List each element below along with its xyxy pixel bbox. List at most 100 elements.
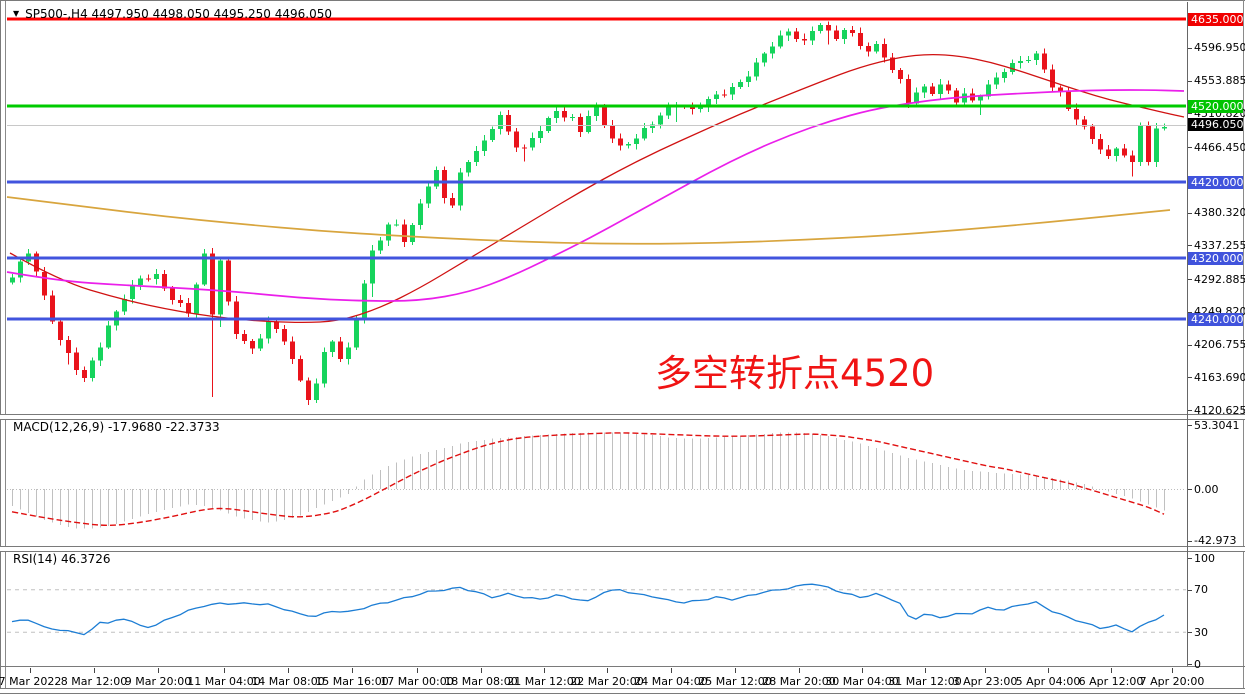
candles-layer <box>10 21 1167 406</box>
time-tick-mark <box>30 668 31 673</box>
time-tick-mark <box>1172 668 1173 673</box>
macd-tick-mark <box>1188 541 1192 542</box>
window-border-left-outer <box>0 0 1 694</box>
time-tick-mark <box>925 668 926 673</box>
panel-separator-rsi[interactable] <box>0 546 1245 552</box>
time-axis-border <box>0 666 1245 667</box>
price-tick-mark <box>1188 213 1192 214</box>
time-tick-mark <box>985 668 986 673</box>
macd-tick-mark <box>1188 489 1192 490</box>
red-ma-line <box>9 53 1185 324</box>
price-tick-mark <box>1188 81 1192 82</box>
time-tick-label: 15 Mar 16:00 <box>315 675 389 688</box>
window-border-right <box>1243 0 1244 694</box>
price-tick-label: 4553.885 <box>1194 74 1245 87</box>
time-tick-label: 18 Mar 08:00 <box>444 675 518 688</box>
rsi-tick-label: 100 <box>1194 552 1215 565</box>
panel-separator-macd[interactable] <box>0 414 1245 420</box>
time-tick-label: 6 Apr 12:00 <box>1078 675 1144 688</box>
price-tick-mark <box>1188 345 1192 346</box>
time-tick-mark <box>158 668 159 673</box>
price-tick-label: 4163.690 <box>1194 371 1245 384</box>
rsi-tick-mark <box>1188 632 1192 633</box>
price-tick-label: 4292.885 <box>1194 273 1245 286</box>
time-tick-mark <box>544 668 545 673</box>
price-flag-4420.000: 4420.000 <box>1188 176 1244 189</box>
macd-tick-label: -42.973 <box>1194 534 1237 547</box>
price-tick-label: 4466.450 <box>1194 141 1245 154</box>
time-tick-label: 24 Mar 04:00 <box>634 675 708 688</box>
magenta-ma-line <box>6 89 1185 302</box>
window-border-left-inner <box>5 1 6 692</box>
time-tick-mark <box>481 668 482 673</box>
time-tick-mark <box>288 668 289 673</box>
time-tick-label: 5 Apr 04:00 <box>1015 675 1081 688</box>
orange-ma-line <box>6 196 1171 245</box>
rsi-tick-label: 30 <box>1194 626 1208 639</box>
time-tick-mark <box>94 668 95 673</box>
price-axis-line <box>1187 2 1188 666</box>
price-tick-mark <box>1188 377 1192 378</box>
time-tick-mark <box>735 668 736 673</box>
price-tick-mark <box>1188 410 1192 411</box>
price-tick-label: 4120.625 <box>1194 404 1245 417</box>
macd-indicator-label: MACD(12,26,9) -17.9680 -22.3733 <box>13 420 220 434</box>
macd-tick-label: 0.00 <box>1194 483 1219 496</box>
macd-tick-mark <box>1188 425 1192 426</box>
time-tick-label: 7 Apr 20:00 <box>1139 675 1205 688</box>
price-tick-mark <box>1188 48 1192 49</box>
symbol-title-text: SP500-,H4 4497.950 4498.050 4495.250 449… <box>25 7 333 21</box>
rsi-tick-mark <box>1188 558 1192 559</box>
time-tick-label: 17 Mar 00:00 <box>380 675 454 688</box>
time-tick-label: 31 Mar 12:00 <box>888 675 962 688</box>
price-flag-4240.000: 4240.000 <box>1188 313 1244 326</box>
rsi-tick-label: 0 <box>1194 658 1201 671</box>
time-tick-mark <box>607 668 608 673</box>
time-tick-label: 9 Mar 20:00 <box>124 675 192 688</box>
rsi-indicator-label: RSI(14) 46.3726 <box>13 552 111 566</box>
price-tick-mark <box>1188 113 1192 114</box>
time-tick-mark <box>1048 668 1049 673</box>
triangle-down-icon: ▼ <box>13 9 20 18</box>
time-tick-label: 8 Mar 12:00 <box>60 675 128 688</box>
time-tick-label: 28 Mar 20:00 <box>762 675 836 688</box>
time-tick-mark <box>862 668 863 673</box>
rsi-tick-mark <box>1188 590 1192 591</box>
rsi-tick-label: 70 <box>1194 583 1208 596</box>
time-tick-label: 3 Apr 23:00 <box>952 675 1018 688</box>
price-tick-label: 4206.755 <box>1194 338 1245 351</box>
time-tick-label: 7 Mar 2022 <box>0 675 62 688</box>
price-flag-4635.000: 4635.000 <box>1188 13 1244 26</box>
time-tick-label: 30 Mar 04:00 <box>825 675 899 688</box>
price-tick-mark <box>1188 245 1192 246</box>
window-border-top <box>0 0 1245 1</box>
macd-tick-label: 53.3041 <box>1194 419 1240 432</box>
rsi-line <box>11 583 1165 636</box>
price-flag-4520.000: 4520.000 <box>1188 100 1244 113</box>
price-tick-mark <box>1188 312 1192 313</box>
price-tick-mark <box>1188 147 1192 148</box>
time-tick-label: 14 Mar 08:00 <box>251 675 325 688</box>
time-tick-mark <box>417 668 418 673</box>
time-tick-label: 21 Mar 12:00 <box>507 675 581 688</box>
time-tick-label: 11 Mar 04:00 <box>187 675 261 688</box>
time-tick-mark <box>352 668 353 673</box>
price-tick-mark <box>1188 279 1192 280</box>
time-tick-label: 25 Mar 12:00 <box>698 675 772 688</box>
time-tick-label: 22 Mar 20:00 <box>570 675 644 688</box>
price-tick-label: 4596.950 <box>1194 41 1245 54</box>
time-tick-mark <box>224 668 225 673</box>
macd-signal-line <box>11 432 1165 526</box>
macd-histogram <box>12 432 1165 529</box>
price-tick-label: 4337.255 <box>1194 239 1245 252</box>
price-tick-label: 4380.320 <box>1194 206 1245 219</box>
price-flag-4320.000: 4320.000 <box>1188 252 1244 265</box>
price-flag-4496.050: 4496.050 <box>1188 118 1244 131</box>
time-tick-mark <box>1111 668 1112 673</box>
time-tick-mark <box>799 668 800 673</box>
symbol-ohlc-label: ▼ SP500-,H4 4497.950 4498.050 4495.250 44… <box>13 7 332 21</box>
time-tick-mark <box>671 668 672 673</box>
annotation-text[interactable]: 多空转折点4520 <box>655 352 935 395</box>
